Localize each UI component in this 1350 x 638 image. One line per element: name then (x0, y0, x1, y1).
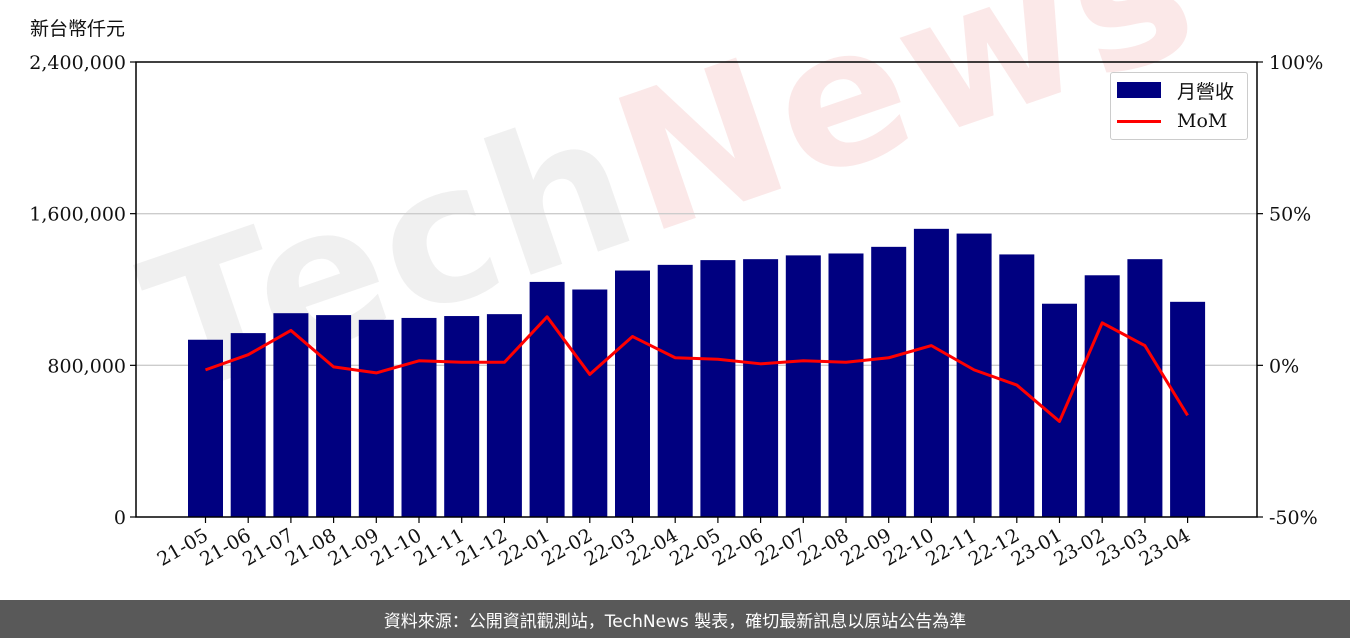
revenue-bar (743, 259, 779, 517)
revenue-bar (529, 281, 565, 517)
y-left-tick-label: 1,600,000 (29, 204, 126, 226)
y-right-tick-label: 0% (1269, 355, 1299, 377)
y-left-tick-label: 0 (114, 507, 126, 529)
y-right-tick-label: 50% (1269, 204, 1311, 226)
source-footer: 資料來源：公開資訊觀測站，TechNews 製表，確切最新訊息以原站公告為準 (0, 600, 1350, 638)
revenue-bar (700, 260, 736, 517)
legend-entry-mom: MoM (1117, 108, 1227, 134)
revenue-bar (1084, 275, 1120, 517)
revenue-bar (486, 314, 522, 517)
revenue-bar (871, 246, 907, 517)
revenue-bar (358, 319, 394, 517)
footer-text: 資料來源：公開資訊觀測站，TechNews 製表，確切最新訊息以原站公告為準 (383, 611, 967, 632)
revenue-bar (785, 255, 821, 517)
revenue-chart: 0800,0001,600,0002,400,000-50%0%50%100%2… (29, 52, 1323, 571)
revenue-bar (913, 228, 949, 518)
mom-line (204, 315, 1189, 423)
y-left-tick-label: 2,400,000 (29, 52, 126, 74)
revenue-bar (615, 270, 650, 517)
y-right-tick-label: -50% (1269, 507, 1318, 529)
revenue-bar (657, 264, 693, 517)
legend-bar-swatch (1117, 82, 1161, 98)
chart-legend: 月營收 MoM (1110, 72, 1248, 140)
legend-label-mom: MoM (1177, 110, 1228, 132)
revenue-bar (230, 333, 266, 517)
revenue-bar (572, 289, 608, 517)
revenue-bar (1127, 259, 1163, 517)
y-right-tick-label: 100% (1269, 52, 1323, 74)
revenue-bar (316, 315, 352, 517)
y-left-tick-label: 800,000 (47, 355, 126, 377)
legend-entry-revenue: 月營收 (1117, 77, 1234, 103)
revenue-bar (444, 316, 480, 517)
legend-label-revenue: 月營收 (1177, 80, 1235, 103)
revenue-bar (828, 253, 864, 517)
revenue-bar (1170, 301, 1206, 517)
plot-frame (135, 61, 1258, 518)
legend-line-swatch (1117, 119, 1161, 123)
y-axis-unit-label: 新台幣仟元 (30, 18, 126, 40)
revenue-bar (401, 317, 437, 517)
revenue-bar (273, 313, 309, 517)
